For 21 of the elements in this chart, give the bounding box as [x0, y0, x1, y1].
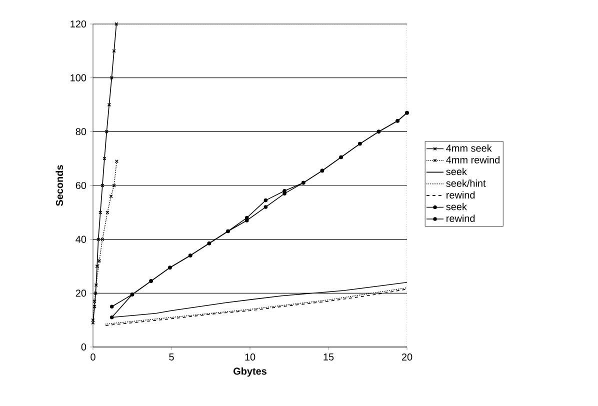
x-tick-label: 20 [402, 354, 412, 361]
x-tick-label: 10 [245, 354, 256, 361]
y-tick-label: 60 [76, 182, 86, 190]
legend-label: rewind [446, 214, 475, 222]
x-tick-label: 15 [324, 354, 334, 360]
y-tick-label: 100 [70, 74, 86, 82]
y-tick-label: 40 [76, 236, 86, 243]
y-axis-title: Seconds [56, 165, 64, 206]
legend-label: 4mm seek [446, 144, 492, 152]
y-tick-label: 20 [76, 290, 86, 297]
x-tick-label: 5 [169, 354, 174, 360]
y-tick-label: 80 [76, 128, 86, 136]
x-tick-label: 0 [90, 354, 96, 361]
legend-label: 4mm rewind [446, 156, 500, 164]
y-tick-label: 120 [70, 20, 86, 28]
legend-label: seek [446, 168, 467, 176]
legend-label: rewind [446, 191, 475, 199]
y-tick-label: 0 [81, 343, 86, 351]
legend-label: seek [446, 202, 467, 210]
legend-label: seek/hint [446, 180, 486, 187]
x-axis-title: Gbytes [234, 367, 266, 377]
